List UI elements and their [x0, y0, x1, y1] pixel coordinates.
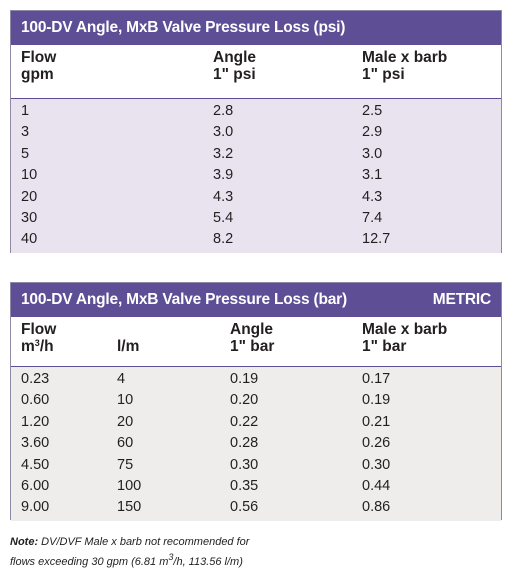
- table-row: 10 3.9 3.1: [21, 167, 383, 184]
- bar-header-flow: Flow m3/h: [21, 321, 57, 355]
- bar-table-header: Flow m3/h l/m Angle 1" bar Male x barb 1…: [11, 317, 501, 367]
- footnote-line-2: flows exceeding 30 gpm (6.81 m3/h, 113.5…: [10, 552, 243, 569]
- bar-table-title-text: 100-DV Angle, MxB Valve Pressure Loss (b…: [21, 291, 347, 308]
- table-row: 6.00 100 0.35 0.44: [21, 477, 391, 494]
- table-row: 0.23 4 0.19 0.17: [21, 371, 391, 387]
- table-row: 1 2.8 2.5: [21, 103, 383, 119]
- psi-header-male-barb: Male x barb 1" psi: [362, 49, 448, 83]
- psi-table-header: Flow gpm Angle 1" psi Male x barb 1" psi: [11, 45, 501, 99]
- footnote: Note: DV/DVF Male x barb not recommended…: [10, 532, 249, 572]
- bar-table-title: 100-DV Angle, MxB Valve Pressure Loss (b…: [11, 283, 501, 317]
- pressure-loss-bar-table: 100-DV Angle, MxB Valve Pressure Loss (b…: [10, 282, 502, 521]
- bar-header-angle: Angle 1" bar: [230, 321, 275, 355]
- bar-header-male-barb: Male x barb 1" bar: [362, 321, 448, 355]
- psi-table-body: 1 2.8 2.5 3 3.0 2.9 5 3.2 3.0 10 3.9 3.1 20 4.3 4.…: [11, 99, 501, 253]
- table-row: 3.60 60 0.28 0.26: [21, 435, 391, 452]
- table-row: 4.50 75 0.30 0.30: [21, 456, 391, 473]
- table-row: 3 3.0 2.9: [21, 124, 383, 141]
- psi-header-flow: Flow gpm: [21, 49, 57, 83]
- table-row: 20 4.3 4.3: [21, 188, 383, 205]
- pressure-loss-psi-table: 100-DV Angle, MxB Valve Pressure Loss (p…: [10, 10, 502, 253]
- table-row: 0.60 10 0.20 0.19: [21, 392, 391, 409]
- bar-table-body: 0.23 4 0.19 0.17 0.60 10 0.20 0.19 1.20 20 0.22 0…: [11, 367, 501, 521]
- table-row: 1.20 20 0.22 0.21: [21, 413, 391, 430]
- psi-table-title: 100-DV Angle, MxB Valve Pressure Loss (p…: [11, 11, 501, 45]
- psi-header-angle: Angle 1" psi: [213, 49, 257, 83]
- footnote-line-1: Note: DV/DVF Male x barb not recommended…: [10, 536, 250, 548]
- table-row: 9.00 150 0.56 0.86: [21, 499, 391, 516]
- psi-table-title-text: 100-DV Angle, MxB Valve Pressure Loss (p…: [21, 19, 346, 36]
- bar-header-m3h: m3/h: [21, 338, 54, 355]
- table-row: 40 8.2 12.7: [21, 231, 391, 248]
- metric-badge: METRIC: [432, 291, 491, 308]
- table-row: 30 5.4 7.4: [21, 209, 383, 226]
- bar-header-lm: l/m: [117, 338, 140, 355]
- table-row: 5 3.2 3.0: [21, 145, 383, 162]
